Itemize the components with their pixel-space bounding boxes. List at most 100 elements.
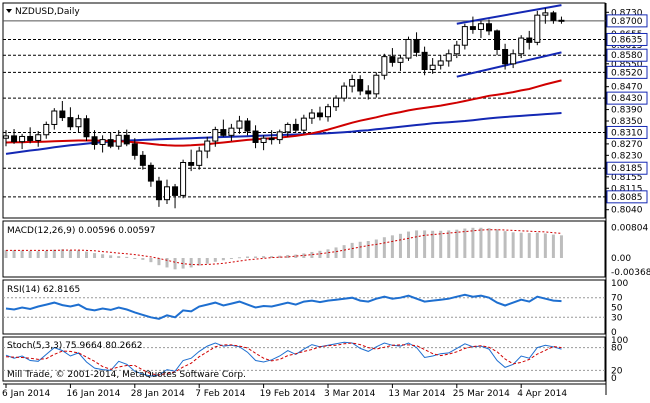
bull-candle xyxy=(3,135,9,139)
bull-candle xyxy=(534,14,541,43)
bull-candle xyxy=(333,97,340,108)
bull-candle xyxy=(180,162,187,196)
macd-histogram-bar xyxy=(149,258,153,263)
macd-histogram-bar xyxy=(246,256,249,258)
macd-histogram-bar xyxy=(44,250,48,258)
macd-histogram-bar xyxy=(471,227,475,258)
macd-histogram-bar xyxy=(503,231,507,258)
bull-candle xyxy=(437,60,444,66)
macd-histogram-bar xyxy=(133,258,137,259)
bear-candle xyxy=(389,56,396,63)
macd-histogram-bar xyxy=(342,245,346,258)
time-tick-label: 19 Feb 2014 xyxy=(260,389,316,399)
level-label-box xyxy=(606,14,648,28)
bear-candle xyxy=(421,51,428,71)
bear-candle xyxy=(486,23,492,32)
bull-candle xyxy=(325,106,331,118)
bear-candle xyxy=(220,129,227,136)
bear-candle xyxy=(558,19,565,22)
macd-histogram-bar xyxy=(197,258,201,266)
bull-candle xyxy=(212,129,219,142)
bull-candle xyxy=(308,112,315,119)
macd-histogram-bar xyxy=(12,250,16,258)
macd-histogram-bar xyxy=(487,228,491,258)
symbol-header[interactable]: NZDUSD,Daily xyxy=(6,7,80,17)
bear-candle xyxy=(155,180,162,201)
macd-histogram-bar xyxy=(519,232,523,258)
macd-histogram-bar xyxy=(407,231,410,258)
macd-histogram-bar xyxy=(294,254,298,258)
price-tick-label: 0.8230 xyxy=(611,151,643,161)
bull-candle xyxy=(341,85,348,99)
macd-histogram-bar xyxy=(68,250,72,258)
macd-histogram-bar xyxy=(382,237,386,258)
bear-candle xyxy=(316,112,323,118)
bear-candle xyxy=(107,139,114,147)
bull-candle xyxy=(397,57,404,63)
stoch-tick-label: 80 xyxy=(611,344,623,354)
macd-histogram-bar xyxy=(213,258,217,262)
macd-histogram-bar xyxy=(36,251,40,258)
bull-candle xyxy=(115,134,122,147)
copyright-watermark: Mill Trade, © 2001-2014, MetaQuotes Soft… xyxy=(7,370,246,380)
macd-histogram-bar xyxy=(358,241,362,258)
bear-candle xyxy=(11,135,18,143)
macd-histogram-bar xyxy=(398,233,402,258)
macd-histogram-bar xyxy=(543,233,547,258)
price-level-labels: 0.8700 0.8635 0.8580 0.8520 0.8430 0.8310 0.81… xyxy=(606,14,648,204)
level-label: 0.8430 xyxy=(611,94,643,104)
price-tick-label: 0.8390 xyxy=(611,106,643,116)
rsi-pane-frame xyxy=(2,279,606,335)
bull-candle xyxy=(373,74,380,95)
macd-histogram-bar xyxy=(205,258,209,264)
bull-candle xyxy=(445,53,452,62)
rsi-indicator xyxy=(3,293,606,320)
macd-tick-label: 0.00 xyxy=(611,254,631,264)
macd-histogram-bar xyxy=(165,258,169,268)
stoch-tick-label: 20 xyxy=(611,366,623,376)
price-pane-frame xyxy=(2,2,606,219)
price-tick-label: 0.8470 xyxy=(611,83,643,93)
candlesticks xyxy=(3,8,565,209)
macd-histogram-bar xyxy=(310,251,314,258)
stoch-label: Stoch(5,3,3) 75.9664 80.2662 xyxy=(7,341,142,351)
bear-candle xyxy=(292,123,299,131)
channel-upper-line xyxy=(456,4,562,25)
price-tick-label: 0.8350 xyxy=(611,117,643,127)
level-label-box xyxy=(606,190,648,204)
bear-candle xyxy=(83,118,90,138)
price-tick-label: 0.8730 xyxy=(611,8,643,18)
macd-histogram-bar xyxy=(302,253,306,258)
macd-histogram-bar xyxy=(101,254,105,258)
time-tick-label: 16 Jan 2014 xyxy=(66,389,120,399)
macd-histogram-bar xyxy=(527,233,531,258)
macd-histogram-bar xyxy=(326,249,330,258)
bull-candle xyxy=(429,64,436,71)
macd-label: MACD(12,26,9) 0.00596 0.00597 xyxy=(7,226,156,236)
bear-candle xyxy=(188,162,195,166)
rsi-tick-label: 30 xyxy=(611,313,623,323)
bull-candle xyxy=(542,12,549,16)
macd-histogram-bar xyxy=(141,258,145,260)
bear-candle xyxy=(67,117,74,128)
collapse-triangle-icon[interactable] xyxy=(6,9,12,13)
rsi-label: RSI(14) 62.8165 xyxy=(7,285,80,295)
bull-candle xyxy=(164,186,170,201)
macd-histogram-bar xyxy=(221,258,225,261)
time-tick-label: 13 Mar 2014 xyxy=(388,389,445,399)
macd-histogram-bar xyxy=(262,256,266,258)
level-label-box xyxy=(606,48,648,62)
bull-candle xyxy=(75,118,82,128)
macd-pane-frame xyxy=(2,220,606,278)
price-tick-label: 0.8115 xyxy=(611,184,643,194)
macd-histogram-bar xyxy=(334,247,338,258)
bull-candle xyxy=(236,120,243,129)
macd-histogram-bar xyxy=(125,256,129,258)
macd-signal-line xyxy=(6,229,562,266)
macd-histogram-bar xyxy=(511,232,515,258)
time-tick-label: 28 Jan 2014 xyxy=(131,389,185,399)
stoch-tick-label: 100 xyxy=(611,336,628,346)
bull-candle xyxy=(228,127,235,136)
